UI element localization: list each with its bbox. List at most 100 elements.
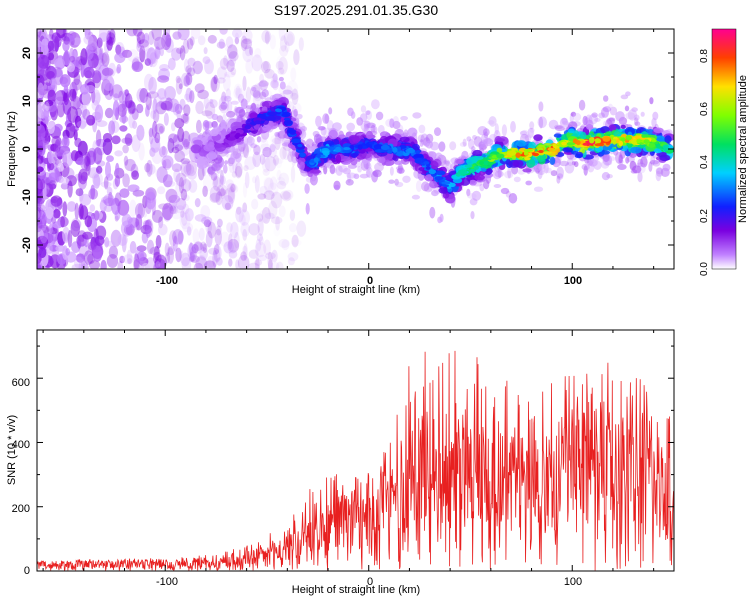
spectrogram-cell bbox=[139, 88, 149, 103]
spectrogram-cell bbox=[648, 161, 653, 172]
spectrogram-cell bbox=[76, 157, 85, 166]
spectrogram-cell bbox=[167, 137, 175, 154]
spectrogram-cell bbox=[254, 175, 260, 193]
spectrogram-cell bbox=[473, 165, 479, 170]
spectrogram-cell bbox=[180, 179, 192, 192]
spectrogram-cell bbox=[388, 179, 395, 184]
spectrogram-cell bbox=[119, 115, 129, 124]
spectrogram-cell bbox=[291, 88, 299, 105]
spectrogram-cell bbox=[261, 207, 271, 224]
spectrogram-cell bbox=[83, 34, 94, 45]
spectrogram-cell bbox=[379, 131, 390, 138]
spectrogram-cell bbox=[82, 109, 91, 120]
spectrogram-cell bbox=[262, 61, 269, 72]
spectrogram-cell bbox=[350, 157, 358, 166]
spectrogram-cell bbox=[46, 71, 55, 78]
spectrogram-cell bbox=[49, 78, 59, 86]
spectrogram-cell bbox=[134, 248, 145, 263]
spectrogram-cell bbox=[360, 113, 368, 122]
spectrogram-cell bbox=[194, 140, 203, 146]
spectrogram-cell bbox=[481, 138, 487, 147]
spectrogram-cell bbox=[366, 130, 373, 140]
spectrogram-cell bbox=[515, 152, 521, 158]
spectrogram-cell bbox=[631, 107, 638, 112]
snr-background bbox=[37, 330, 674, 571]
spectrogram-cell bbox=[342, 143, 352, 149]
spectrogram-cell bbox=[207, 34, 217, 44]
spectrogram-cell bbox=[275, 216, 280, 231]
spectrogram-cell bbox=[153, 263, 160, 269]
spectrogram-cell bbox=[260, 138, 269, 151]
spectrogram-cell bbox=[162, 205, 172, 222]
spectrogram-cell bbox=[184, 208, 194, 222]
spectrogram-cell bbox=[411, 143, 420, 151]
spectrogram-cell bbox=[37, 81, 49, 96]
spectrogram-cell bbox=[146, 91, 159, 99]
spectrogram-cell bbox=[250, 84, 261, 98]
spectrogram-cell bbox=[455, 159, 465, 165]
spectrogram-cell bbox=[122, 144, 129, 154]
spectrogram-cell bbox=[251, 86, 257, 92]
spectrogram-cell bbox=[209, 98, 214, 104]
spectrogram-cell bbox=[256, 213, 264, 222]
spectrogram-cell bbox=[293, 49, 300, 66]
spectrogram-cell bbox=[243, 243, 248, 261]
spectrogram-cell bbox=[347, 172, 352, 184]
spectrogram-cell bbox=[79, 205, 89, 220]
spectrogram-cell bbox=[145, 187, 157, 201]
spectrogram-cell bbox=[154, 37, 165, 51]
spectrogram-cell bbox=[242, 46, 254, 63]
spectrogram-cell bbox=[650, 154, 656, 166]
spectrogram-cell bbox=[162, 159, 167, 169]
spectrogram-cell bbox=[252, 91, 264, 108]
spectrogram-cell bbox=[298, 37, 304, 51]
spectrogram-cell bbox=[54, 139, 61, 154]
spectrogram-cell bbox=[37, 69, 48, 82]
spectrogram-cell bbox=[62, 226, 70, 244]
spectrogram-cell bbox=[241, 214, 246, 226]
spectrogram-cell bbox=[276, 261, 284, 269]
spectrogram-cell bbox=[189, 242, 194, 256]
spectrogram-cell bbox=[165, 252, 171, 264]
spectrogram-cell bbox=[392, 147, 398, 153]
spectrogram-cell bbox=[47, 40, 55, 51]
spectrogram-cell bbox=[42, 116, 50, 125]
spectrogram-cell bbox=[104, 197, 116, 207]
spectrogram-cell bbox=[55, 137, 62, 150]
spectrogram-cell bbox=[245, 86, 252, 103]
spectrogram-cell bbox=[405, 148, 416, 154]
spectrogram-cell bbox=[230, 67, 237, 76]
spectrogram-cell bbox=[492, 169, 502, 180]
spectrogram-cell bbox=[269, 34, 276, 50]
spectrogram-cell bbox=[124, 100, 135, 108]
spectrogram-cell bbox=[375, 111, 384, 121]
spectrogram-cell bbox=[603, 95, 609, 102]
spectrogram-cell bbox=[183, 75, 190, 87]
spectrogram-cell bbox=[37, 54, 50, 69]
spectrogram-cell bbox=[223, 187, 235, 203]
spectrogram-cell bbox=[82, 231, 93, 240]
spectrogram-cell bbox=[349, 144, 355, 149]
spectrogram-cell bbox=[175, 181, 182, 200]
spectrogram-cell bbox=[174, 144, 183, 151]
spectrogram-cell bbox=[608, 117, 616, 122]
spectrogram-cell bbox=[84, 215, 93, 228]
spectrogram-cell bbox=[271, 249, 278, 263]
spectrogram-cell bbox=[257, 82, 267, 87]
spectrogram-cell bbox=[322, 113, 330, 124]
spectrogram-cell bbox=[467, 193, 477, 199]
spectrogram-cell bbox=[127, 49, 139, 63]
spectrogram-cell bbox=[141, 262, 150, 269]
spectrogram-cell bbox=[164, 38, 174, 53]
spectrogram-cell bbox=[244, 156, 257, 170]
spectrogram-cell bbox=[523, 149, 533, 152]
spectrogram-cell bbox=[512, 159, 524, 168]
spectrogram-cell bbox=[652, 111, 659, 121]
spectrogram-cell bbox=[496, 147, 503, 153]
spectrogram-cell bbox=[219, 29, 228, 35]
spectrogram-cell bbox=[89, 260, 100, 269]
spectrogram-cell bbox=[157, 75, 170, 83]
spectrogram-cell bbox=[189, 246, 197, 262]
spectrogram-cell bbox=[73, 256, 84, 269]
spectrogram-cell bbox=[135, 213, 143, 231]
